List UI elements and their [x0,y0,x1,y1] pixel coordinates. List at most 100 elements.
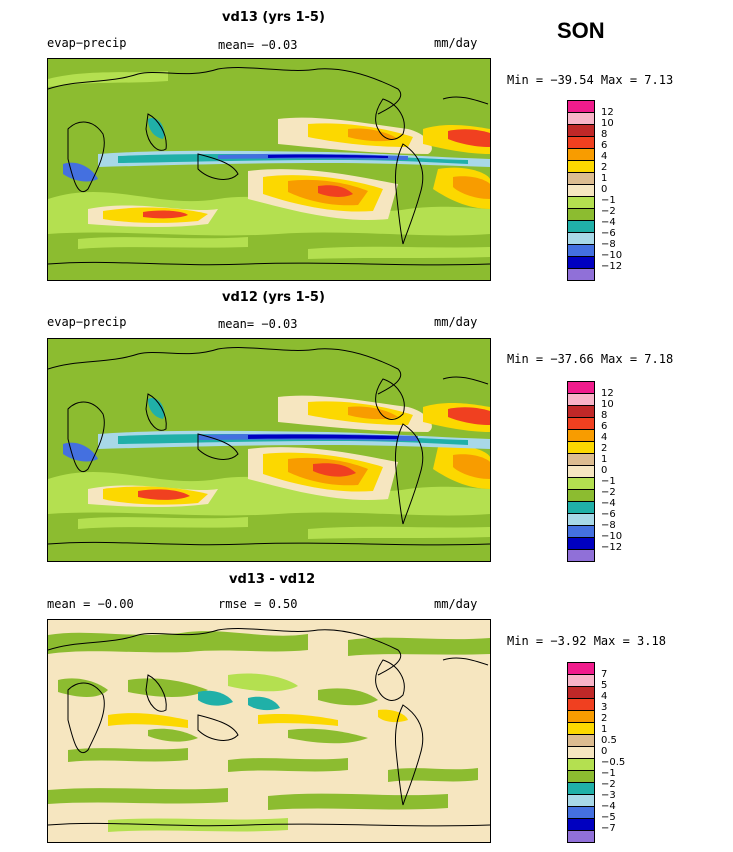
legend-swatch [567,502,595,514]
legend-tick: −5 [601,812,616,823]
legend-swatch [567,137,595,149]
legend-swatch [567,406,595,418]
legend-swatch [567,514,595,526]
panel1-units: mm/day [434,36,478,50]
legend-swatch [567,161,595,173]
legend-swatch [567,687,595,699]
legend-tick: −2 [601,487,616,498]
legend-tick: −8 [601,239,616,250]
legend-tick: −1 [601,768,616,779]
legend-tick: 6 [601,421,608,432]
legend-tick: −4 [601,801,616,812]
legend-swatch [567,795,595,807]
panel2-units: mm/day [434,315,478,329]
legend-tick: −6 [601,509,616,520]
legend-swatch [567,394,595,406]
panel2-title: vd12 (yrs 1-5) [222,290,325,305]
legend-swatch [567,735,595,747]
panel3-title: vd13 - vd12 [229,572,316,587]
legend-tick: 2 [601,713,608,724]
legend-swatch [567,125,595,137]
panel3-rmse: rmse = 0.50 [218,597,298,611]
legend-tick: 1 [601,173,608,184]
legend-swatch [567,257,595,269]
panel2-legend [567,381,595,562]
legend-tick: 0 [601,184,608,195]
legend-swatch [567,550,595,562]
legend-swatch [567,675,595,687]
legend-tick: −12 [601,542,623,553]
panel2-minmax: Min = −37.66 Max = 7.18 [507,352,674,366]
legend-tick: 1 [601,454,608,465]
panel3-legend [567,662,595,843]
legend-tick: 8 [601,129,608,140]
legend-tick: 0.5 [601,735,617,746]
legend-tick: −7 [601,823,616,834]
legend-swatch [567,662,595,675]
panel3-map [47,619,491,843]
panel1-title: vd13 (yrs 1-5) [222,10,325,25]
legend-swatch [567,113,595,125]
legend-swatch [567,381,595,394]
legend-tick: −1 [601,476,616,487]
legend-swatch [567,819,595,831]
legend-tick: 5 [601,680,608,691]
legend-tick: −8 [601,520,616,531]
panel2-map [47,338,491,562]
legend-tick: −1 [601,195,616,206]
legend-swatch [567,723,595,735]
legend-tick: 12 [601,107,614,118]
legend-tick: 4 [601,151,608,162]
legend-tick: −10 [601,531,623,542]
panel3-units: mm/day [434,597,478,611]
legend-swatch [567,233,595,245]
legend-tick: 10 [601,118,614,129]
legend-swatch [567,209,595,221]
season-title: SON [557,18,605,43]
panel1-map [47,58,491,281]
legend-tick: −10 [601,250,623,261]
legend-swatch [567,490,595,502]
legend-tick: −6 [601,228,616,239]
legend-swatch [567,197,595,209]
legend-tick: 10 [601,399,614,410]
panel2-variable-label: evap−precip [47,315,127,329]
panel1-minmax: Min = −39.54 Max = 7.13 [507,73,674,87]
panel1-legend [567,100,595,281]
legend-swatch [567,454,595,466]
legend-tick: 12 [601,388,614,399]
legend-swatch [567,807,595,819]
legend-tick: 3 [601,702,608,713]
legend-tick: −12 [601,261,623,272]
legend-tick: −2 [601,206,616,217]
legend-tick: 1 [601,724,608,735]
panel1-mean: mean= −0.03 [218,38,298,52]
panel1-variable-label: evap−precip [47,36,127,50]
legend-swatch [567,759,595,771]
legend-swatch [567,221,595,233]
legend-tick: −0.5 [601,757,626,768]
legend-swatch [567,831,595,843]
legend-tick: 4 [601,691,608,702]
legend-tick: 2 [601,443,608,454]
legend-swatch [567,100,595,113]
legend-tick: −4 [601,217,616,228]
legend-swatch [567,245,595,257]
legend-tick: 6 [601,140,608,151]
legend-tick: −2 [601,779,616,790]
legend-swatch [567,771,595,783]
legend-swatch [567,442,595,454]
legend-tick: 0 [601,465,608,476]
legend-tick: 2 [601,162,608,173]
legend-tick: 8 [601,410,608,421]
panel2-mean: mean= −0.03 [218,317,298,331]
legend-swatch [567,747,595,759]
legend-swatch [567,526,595,538]
panel3-mean: mean = −0.00 [47,597,134,611]
legend-swatch [567,538,595,550]
legend-swatch [567,430,595,442]
legend-tick: 0 [601,746,608,757]
legend-swatch [567,418,595,430]
legend-swatch [567,711,595,723]
panel3-minmax: Min = −3.92 Max = 3.18 [507,634,666,648]
